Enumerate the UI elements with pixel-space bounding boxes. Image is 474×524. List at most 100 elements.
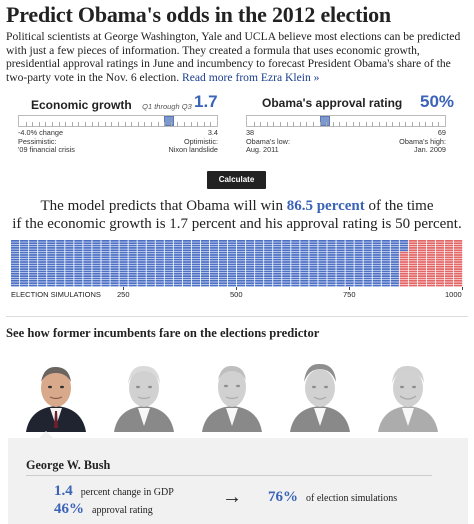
president-portrait-carter[interactable]	[374, 356, 442, 432]
simulation-win-cell	[209, 275, 219, 277]
simulation-win-cell	[56, 254, 65, 256]
axis-tick-label: 250	[117, 290, 130, 299]
president-portrait-reagan[interactable]	[286, 356, 354, 432]
growth-slider-track[interactable]	[18, 115, 218, 127]
simulation-win-cell	[372, 244, 381, 247]
growth-value: 1.7	[194, 92, 218, 111]
simulation-win-cell	[47, 279, 56, 282]
simulation-win-cell	[354, 270, 363, 273]
simulation-win-cell	[282, 247, 291, 249]
simulation-win-cell	[390, 258, 399, 261]
slider-tick	[184, 122, 185, 127]
result-percent: 86.5 percent	[286, 198, 365, 214]
simulation-win-cell	[300, 251, 309, 254]
simulation-loss-cell	[399, 277, 408, 280]
simulation-win-cell	[20, 282, 29, 285]
simulation-win-cell	[92, 254, 101, 256]
simulation-win-cell	[300, 254, 309, 256]
card-divider	[26, 475, 432, 476]
simulation-win-cell	[173, 254, 182, 256]
incumbents-heading: See how former incumbents fare on the el…	[6, 326, 320, 340]
simulation-win-cell	[155, 244, 164, 247]
simulation-win-cell	[363, 258, 372, 261]
card-pointer	[38, 431, 54, 439]
simulation-win-cell	[92, 277, 101, 280]
simulation-loss-cell	[417, 251, 427, 254]
simulation-win-cell	[273, 251, 282, 254]
simulation-win-cell	[65, 261, 74, 263]
simulation-win-cell	[237, 256, 246, 259]
approval-value: 50%	[420, 92, 455, 111]
president-portrait-hw-bush[interactable]	[198, 356, 266, 432]
president-portrait-bush[interactable]	[22, 356, 90, 432]
simulation-loss-cell	[399, 272, 408, 275]
simulation-win-cell	[318, 242, 327, 245]
simulation-win-cell	[363, 270, 372, 273]
arrow-right-icon: →	[222, 486, 242, 508]
simulation-win-cell	[164, 265, 173, 268]
simulation-loss-cell	[399, 256, 408, 259]
simulation-win-cell	[47, 272, 56, 275]
simulation-win-cell	[92, 247, 101, 249]
simulation-win-cell	[273, 256, 282, 259]
simulation-win-cell	[56, 256, 65, 259]
simulation-win-cell	[83, 265, 92, 268]
simulation-win-cell	[237, 242, 246, 245]
simulation-win-cell	[119, 249, 128, 252]
simulation-win-cell	[56, 268, 65, 270]
read-more-link[interactable]: Read more from Ezra Klein »	[182, 70, 320, 84]
simulation-win-cell	[110, 265, 119, 268]
simulation-win-cell	[128, 249, 137, 252]
simulation-win-cell	[255, 254, 264, 256]
approval-slider-handle[interactable]	[320, 116, 330, 126]
simulation-loss-cell	[453, 270, 463, 273]
president-portrait-clinton[interactable]	[110, 356, 178, 432]
simulation-win-cell	[56, 240, 65, 242]
simulation-win-cell	[92, 265, 101, 268]
simulation-win-cell	[381, 258, 390, 261]
simulation-win-cell	[155, 268, 164, 270]
simulation-win-cell	[20, 258, 29, 261]
slider-tick	[313, 122, 314, 127]
simulation-win-cell	[128, 254, 137, 256]
portrait-icon	[378, 365, 438, 432]
simulation-win-cell	[345, 256, 354, 259]
simulation-loss-cell	[444, 284, 454, 287]
simulation-win-cell	[209, 244, 219, 247]
simulation-win-cell	[246, 254, 255, 256]
simulation-win-cell	[65, 282, 74, 285]
simulation-win-cell	[155, 258, 164, 261]
calculate-button[interactable]: Calculate	[207, 171, 266, 189]
growth-slider-header: Economic growth Q1 through Q3	[31, 96, 192, 114]
axis-tick-label: 1000	[445, 290, 462, 299]
simulation-win-cell	[264, 284, 273, 287]
simulation-win-cell	[327, 275, 336, 277]
simulation-win-cell	[155, 240, 164, 242]
simulation-loss-cell	[426, 261, 436, 263]
simulation-win-cell	[56, 263, 65, 266]
simulation-loss-cell	[444, 249, 454, 252]
simulation-win-cell	[128, 258, 137, 261]
simulation-win-cell	[282, 265, 291, 268]
slider-tick	[65, 122, 66, 127]
simulation-win-cell	[11, 244, 20, 247]
simulation-win-cell	[390, 263, 399, 266]
simulation-win-cell	[83, 275, 92, 277]
simulation-win-cell	[65, 275, 74, 277]
simulation-win-cell	[273, 263, 282, 266]
simulation-win-cell	[155, 275, 164, 277]
simulation-win-cell	[309, 265, 318, 268]
simulation-win-cell	[372, 265, 381, 268]
approval-low-label: Obama's low:	[246, 136, 290, 146]
approval-slider-track[interactable]	[246, 115, 446, 127]
growth-slider-handle[interactable]	[164, 116, 174, 126]
slider-tick	[293, 122, 294, 127]
simulation-win-cell	[309, 263, 318, 266]
simulation-win-cell	[327, 263, 336, 266]
simulation-win-cell	[246, 275, 255, 277]
simulation-win-cell	[119, 268, 128, 270]
simulation-win-cell	[363, 268, 372, 270]
growth-slider-sublabel: Q1 through Q3	[142, 102, 192, 111]
simulation-win-cell	[92, 279, 101, 282]
simulation-win-cell	[300, 258, 309, 261]
